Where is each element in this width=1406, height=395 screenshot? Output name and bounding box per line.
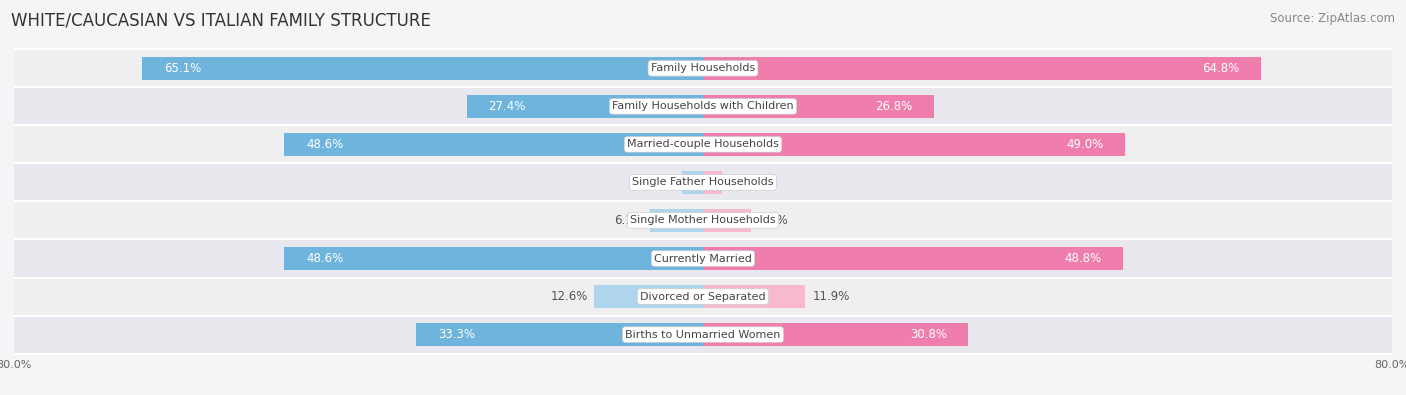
Text: 2.2%: 2.2%	[728, 176, 759, 189]
Text: 6.1%: 6.1%	[613, 214, 644, 227]
Bar	[703, 133, 1125, 156]
Bar	[467, 94, 703, 118]
Text: 27.4%: 27.4%	[488, 100, 526, 113]
Bar	[14, 125, 1392, 164]
Bar	[14, 87, 1392, 125]
Text: 33.3%: 33.3%	[437, 328, 475, 341]
Bar	[703, 323, 969, 346]
Text: 49.0%: 49.0%	[1066, 138, 1104, 151]
Bar	[14, 201, 1392, 239]
Bar	[142, 56, 703, 80]
Text: Family Households: Family Households	[651, 63, 755, 73]
Text: 5.6%: 5.6%	[758, 214, 787, 227]
Bar	[14, 239, 1392, 278]
Bar	[14, 49, 1392, 87]
Text: Single Father Households: Single Father Households	[633, 177, 773, 188]
Text: 26.8%: 26.8%	[875, 100, 912, 113]
Text: 64.8%: 64.8%	[1202, 62, 1240, 75]
Bar	[14, 278, 1392, 316]
Bar	[703, 171, 721, 194]
Legend: White/Caucasian, Italian: White/Caucasian, Italian	[596, 394, 810, 395]
Text: 48.6%: 48.6%	[307, 252, 343, 265]
Text: 48.8%: 48.8%	[1064, 252, 1102, 265]
Bar	[703, 285, 806, 308]
Text: 12.6%: 12.6%	[550, 290, 588, 303]
Bar	[14, 164, 1392, 201]
Bar	[703, 94, 934, 118]
Bar	[284, 133, 703, 156]
Bar	[682, 171, 703, 194]
Bar	[14, 316, 1392, 354]
Text: Married-couple Households: Married-couple Households	[627, 139, 779, 149]
Bar	[595, 285, 703, 308]
Bar	[284, 247, 703, 270]
Text: Divorced or Separated: Divorced or Separated	[640, 292, 766, 301]
Bar	[703, 56, 1261, 80]
Text: 65.1%: 65.1%	[165, 62, 201, 75]
Bar	[416, 323, 703, 346]
Text: Single Mother Households: Single Mother Households	[630, 215, 776, 226]
Text: WHITE/CAUCASIAN VS ITALIAN FAMILY STRUCTURE: WHITE/CAUCASIAN VS ITALIAN FAMILY STRUCT…	[11, 12, 432, 30]
Text: 30.8%: 30.8%	[910, 328, 946, 341]
Text: Source: ZipAtlas.com: Source: ZipAtlas.com	[1270, 12, 1395, 25]
Bar	[703, 209, 751, 232]
Bar	[651, 209, 703, 232]
Text: Currently Married: Currently Married	[654, 254, 752, 263]
Text: 48.6%: 48.6%	[307, 138, 343, 151]
Text: Births to Unmarried Women: Births to Unmarried Women	[626, 329, 780, 340]
Text: 11.9%: 11.9%	[813, 290, 849, 303]
Text: 2.4%: 2.4%	[645, 176, 675, 189]
Text: Family Households with Children: Family Households with Children	[612, 102, 794, 111]
Bar	[703, 247, 1123, 270]
